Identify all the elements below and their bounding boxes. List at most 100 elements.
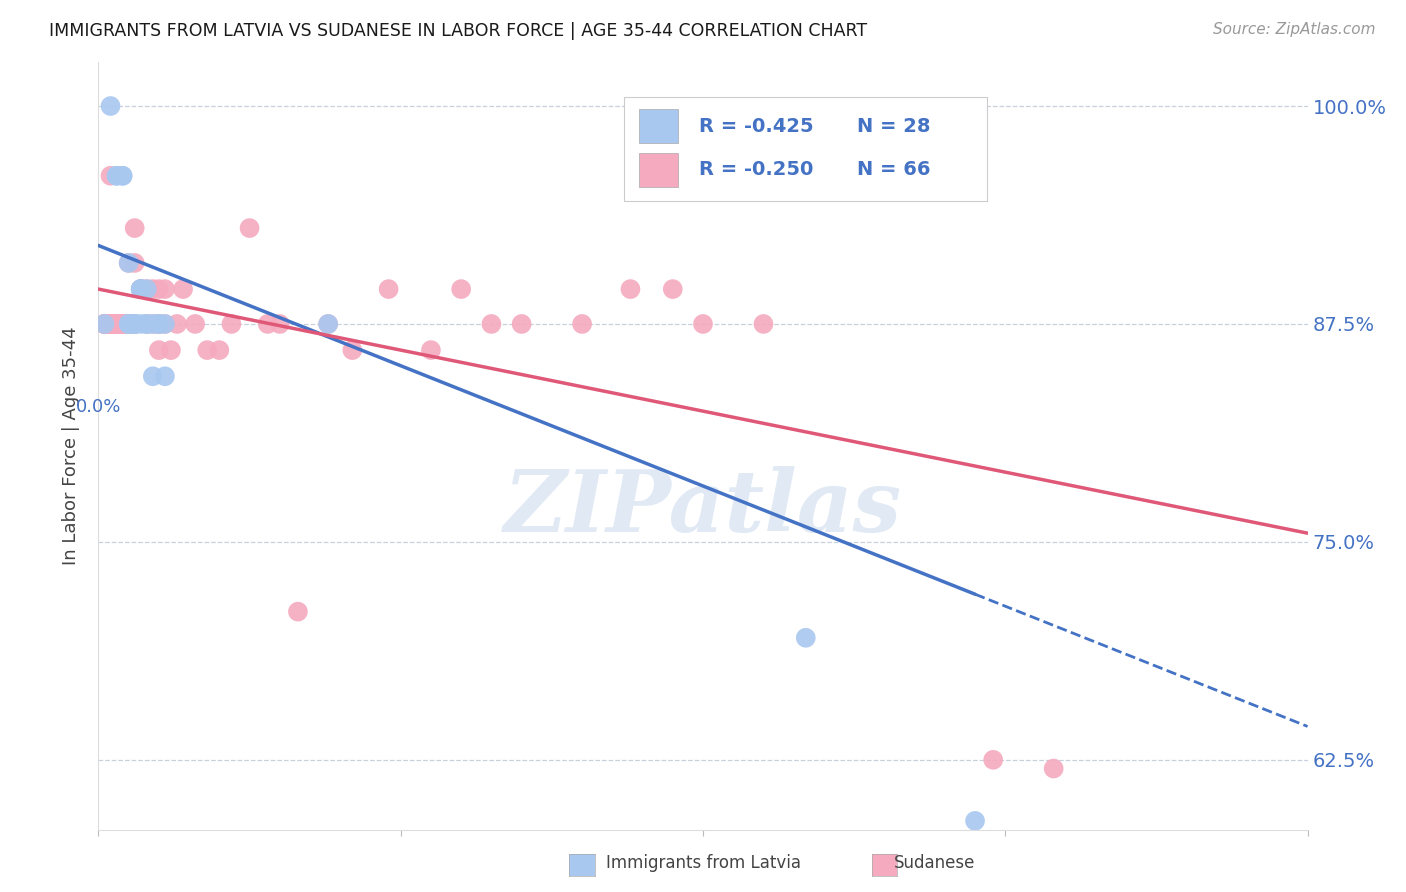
- Point: [571, 317, 593, 331]
- Point: [481, 317, 503, 331]
- Point: [105, 169, 128, 183]
- Point: [111, 317, 134, 331]
- Point: [153, 282, 176, 296]
- Point: [124, 221, 146, 235]
- Point: [129, 282, 152, 296]
- Point: [105, 317, 128, 331]
- Point: [93, 317, 115, 331]
- Point: [129, 282, 152, 296]
- Point: [124, 256, 146, 270]
- Point: [239, 221, 262, 235]
- Text: Immigrants from Latvia: Immigrants from Latvia: [606, 855, 800, 872]
- Point: [377, 282, 399, 296]
- Point: [118, 256, 141, 270]
- Text: 0.0%: 0.0%: [76, 398, 121, 416]
- Text: IMMIGRANTS FROM LATVIA VS SUDANESE IN LABOR FORCE | AGE 35-44 CORRELATION CHART: IMMIGRANTS FROM LATVIA VS SUDANESE IN LA…: [49, 22, 868, 40]
- Point: [105, 317, 128, 331]
- Point: [135, 282, 157, 296]
- Point: [111, 169, 134, 183]
- Point: [142, 317, 165, 331]
- Point: [105, 317, 128, 331]
- Point: [129, 317, 152, 331]
- Point: [420, 343, 443, 357]
- Point: [118, 317, 141, 331]
- Point: [100, 169, 122, 183]
- Point: [661, 282, 683, 296]
- Text: R = -0.250: R = -0.250: [699, 161, 814, 179]
- Point: [692, 317, 714, 331]
- Point: [316, 317, 339, 331]
- Point: [256, 317, 278, 331]
- Point: [111, 317, 134, 331]
- Point: [100, 317, 122, 331]
- Point: [129, 282, 152, 296]
- Point: [208, 343, 231, 357]
- Text: R = -0.425: R = -0.425: [699, 117, 814, 136]
- Y-axis label: In Labor Force | Age 35-44: In Labor Force | Age 35-44: [62, 326, 80, 566]
- Point: [148, 317, 170, 331]
- Point: [184, 317, 207, 331]
- Point: [124, 317, 146, 331]
- Point: [316, 317, 339, 331]
- Text: Source: ZipAtlas.com: Source: ZipAtlas.com: [1212, 22, 1375, 37]
- Point: [148, 317, 170, 331]
- Point: [1042, 762, 1064, 776]
- Point: [965, 814, 987, 828]
- Point: [287, 605, 309, 619]
- Point: [129, 282, 152, 296]
- Point: [148, 282, 170, 296]
- Point: [105, 317, 128, 331]
- Point: [93, 317, 115, 331]
- Point: [118, 317, 141, 331]
- Point: [100, 317, 122, 331]
- Point: [752, 317, 775, 331]
- Point: [105, 317, 128, 331]
- Point: [153, 317, 176, 331]
- Point: [93, 317, 115, 331]
- Point: [129, 282, 152, 296]
- Point: [111, 169, 134, 183]
- Point: [124, 317, 146, 331]
- Point: [195, 343, 218, 357]
- Point: [118, 256, 141, 270]
- Point: [221, 317, 243, 331]
- Text: ZIPatlas: ZIPatlas: [503, 466, 903, 549]
- Point: [135, 317, 157, 331]
- Point: [142, 317, 165, 331]
- Point: [148, 317, 170, 331]
- Point: [135, 317, 157, 331]
- Point: [269, 317, 291, 331]
- Point: [172, 282, 194, 296]
- Point: [135, 317, 157, 331]
- Point: [111, 317, 134, 331]
- Point: [135, 282, 157, 296]
- Point: [118, 317, 141, 331]
- Point: [93, 317, 115, 331]
- Point: [111, 317, 134, 331]
- Point: [124, 317, 146, 331]
- Text: N = 66: N = 66: [856, 161, 929, 179]
- Point: [510, 317, 533, 331]
- FancyBboxPatch shape: [624, 97, 987, 201]
- Point: [148, 317, 170, 331]
- Point: [105, 169, 128, 183]
- Point: [148, 343, 170, 357]
- Point: [100, 317, 122, 331]
- Point: [124, 317, 146, 331]
- Point: [450, 282, 472, 296]
- Point: [100, 317, 122, 331]
- Text: Sudanese: Sudanese: [894, 855, 976, 872]
- Point: [111, 317, 134, 331]
- Point: [166, 317, 188, 331]
- Point: [153, 369, 176, 384]
- Point: [100, 99, 122, 113]
- Point: [981, 753, 1004, 767]
- Point: [93, 317, 115, 331]
- Point: [619, 282, 641, 296]
- Point: [142, 369, 165, 384]
- Point: [142, 282, 165, 296]
- Point: [794, 631, 817, 645]
- Point: [105, 317, 128, 331]
- Point: [153, 317, 176, 331]
- Text: N = 28: N = 28: [856, 117, 929, 136]
